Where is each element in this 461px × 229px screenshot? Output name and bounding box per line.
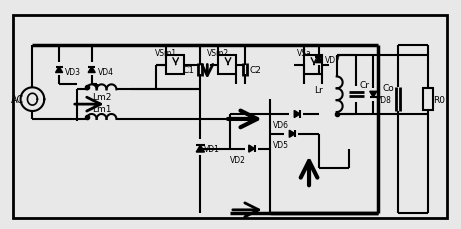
Text: VD1: VD1	[204, 144, 220, 153]
Text: Lm2: Lm2	[92, 93, 111, 102]
Polygon shape	[294, 111, 300, 118]
Bar	[12, 16, 447, 218]
Text: VD5: VD5	[273, 140, 290, 149]
Text: Lm1: Lm1	[92, 105, 111, 114]
Polygon shape	[249, 145, 255, 153]
Text: VD8: VD8	[376, 95, 392, 104]
Text: VD3: VD3	[65, 68, 81, 77]
Text: R0: R0	[433, 95, 445, 104]
Polygon shape	[88, 67, 95, 73]
Polygon shape	[290, 131, 295, 138]
Polygon shape	[55, 67, 63, 73]
Text: C1: C1	[183, 66, 195, 75]
Text: C2: C2	[250, 66, 262, 75]
Text: AC: AC	[11, 95, 24, 105]
Polygon shape	[370, 92, 377, 98]
Text: Cr: Cr	[360, 81, 369, 90]
Text: VD7: VD7	[325, 56, 341, 65]
Bar	[166, 55, 183, 75]
Text: VD2: VD2	[230, 155, 246, 164]
Text: VSm1: VSm1	[155, 49, 177, 57]
Bar	[304, 55, 322, 75]
Text: VSa: VSa	[297, 49, 312, 57]
Text: VD6: VD6	[273, 120, 290, 129]
Bar	[218, 55, 236, 75]
Text: VSm2: VSm2	[207, 49, 229, 57]
Text: Co: Co	[382, 83, 394, 93]
Polygon shape	[315, 57, 323, 63]
Bar	[423, 89, 432, 111]
Text: VD4: VD4	[98, 68, 113, 77]
Polygon shape	[196, 145, 205, 152]
Text: Lr: Lr	[314, 86, 323, 95]
